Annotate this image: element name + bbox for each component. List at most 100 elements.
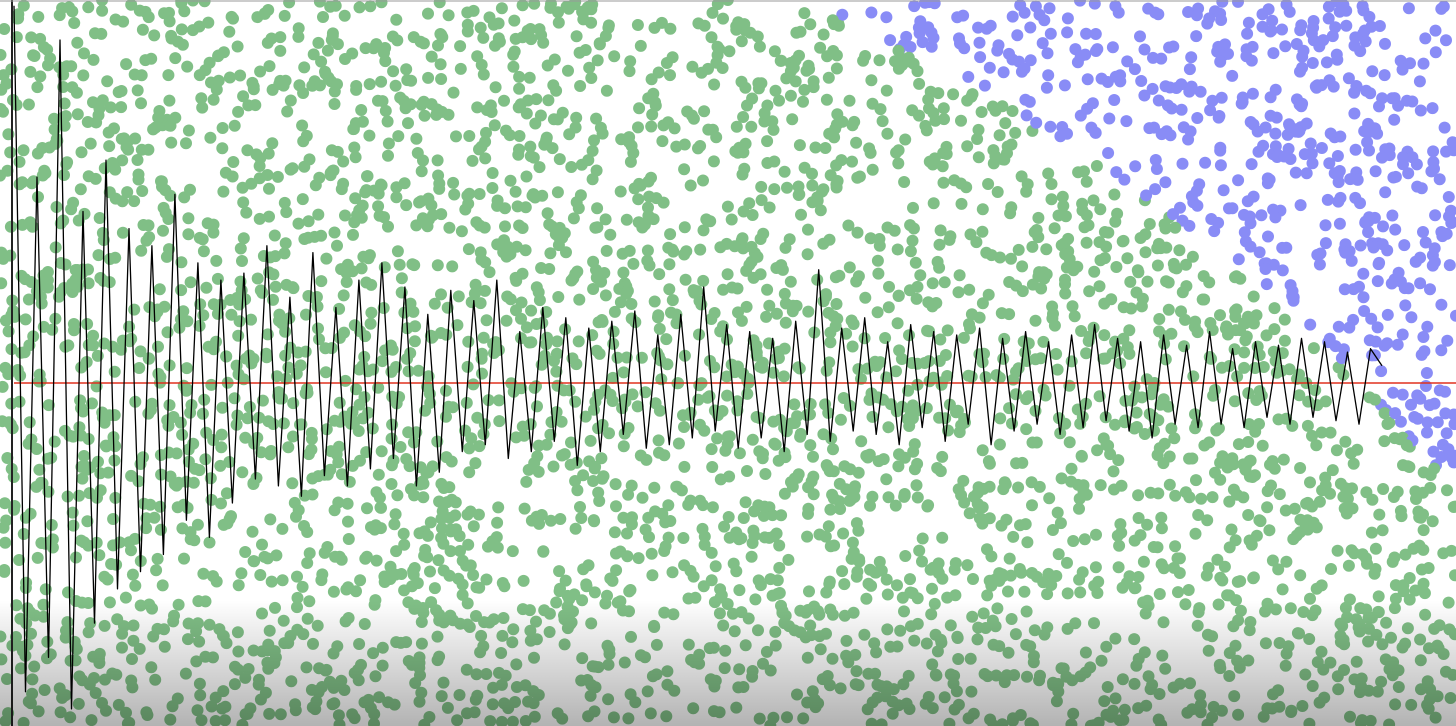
- dot: [855, 435, 868, 448]
- dot: [763, 201, 776, 214]
- dot: [1147, 382, 1160, 395]
- dot: [1153, 325, 1166, 338]
- dot: [949, 589, 962, 602]
- dot: [1077, 485, 1090, 498]
- dot: [1257, 139, 1270, 152]
- dot: [775, 509, 788, 522]
- dot: [558, 448, 571, 461]
- dot: [1018, 62, 1031, 75]
- dot: [1103, 112, 1116, 125]
- dot: [955, 197, 968, 210]
- dot: [1183, 63, 1196, 76]
- dot: [1415, 563, 1428, 576]
- dot: [112, 86, 125, 99]
- dot: [1376, 524, 1389, 537]
- dot: [927, 561, 940, 574]
- dot: [754, 268, 767, 281]
- dot: [1426, 102, 1439, 115]
- dot: [136, 23, 149, 36]
- dot: [432, 39, 444, 52]
- dot: [1182, 584, 1195, 596]
- dot: [1379, 37, 1391, 50]
- dot: [116, 226, 129, 239]
- dot: [156, 579, 169, 592]
- dot: [1146, 82, 1159, 95]
- dot: [569, 121, 582, 134]
- dot: [154, 500, 167, 513]
- dot: [74, 183, 87, 196]
- dot: [25, 31, 38, 44]
- dot: [148, 29, 161, 42]
- dot: [1324, 426, 1337, 439]
- dot: [591, 202, 604, 215]
- dot: [1232, 438, 1245, 451]
- dot: [318, 546, 331, 559]
- dot: [761, 135, 774, 148]
- dot: [626, 388, 639, 401]
- dot: [565, 436, 577, 449]
- dot: [1040, 81, 1053, 94]
- dot: [499, 220, 511, 233]
- dot: [1332, 320, 1345, 333]
- dot: [937, 176, 950, 189]
- dot: [292, 217, 305, 230]
- dot: [617, 366, 630, 379]
- dot: [819, 142, 832, 154]
- dot: [1032, 211, 1045, 224]
- dot: [562, 64, 574, 77]
- dot: [226, 170, 239, 183]
- dot: [1388, 92, 1401, 105]
- dot: [237, 373, 250, 386]
- dot: [1080, 347, 1093, 360]
- dot: [695, 66, 708, 79]
- dot: [212, 49, 225, 62]
- dot: [314, 79, 326, 92]
- dot: [408, 489, 421, 502]
- dot: [164, 189, 177, 202]
- dot: [1330, 444, 1343, 457]
- dot: [585, 72, 598, 84]
- dot: [1424, 481, 1437, 494]
- dot: [1420, 367, 1433, 379]
- dot: [282, 361, 295, 374]
- dot: [274, 44, 287, 57]
- dot: [1045, 579, 1058, 591]
- dot: [1398, 239, 1411, 252]
- dot: [538, 138, 551, 151]
- dot: [292, 30, 305, 43]
- dot: [962, 70, 975, 83]
- dot: [489, 81, 502, 94]
- dot: [354, 325, 366, 338]
- dot: [108, 409, 121, 422]
- dot: [107, 539, 120, 552]
- dot: [516, 420, 529, 433]
- dot: [871, 254, 884, 267]
- dot: [656, 135, 669, 148]
- dot: [721, 438, 734, 451]
- dot: [108, 122, 120, 135]
- dot: [939, 412, 952, 425]
- dot: [1203, 12, 1216, 25]
- dot: [1264, 25, 1277, 38]
- dot: [1440, 34, 1452, 47]
- dot: [331, 239, 343, 252]
- dot: [370, 486, 383, 499]
- dot: [755, 194, 768, 207]
- dot: [823, 356, 836, 369]
- dot: [892, 460, 905, 473]
- dot: [1130, 406, 1143, 419]
- dot: [1215, 14, 1228, 26]
- dot: [455, 225, 468, 238]
- dot: [677, 532, 690, 544]
- dot: [262, 147, 275, 160]
- dot: [754, 360, 767, 373]
- dot: [1218, 560, 1231, 573]
- dot: [1211, 553, 1224, 566]
- dot: [933, 238, 946, 251]
- dot: [19, 313, 32, 326]
- dot: [269, 280, 282, 293]
- dot: [1373, 508, 1386, 521]
- dot: [4, 220, 17, 233]
- dot: [81, 515, 94, 528]
